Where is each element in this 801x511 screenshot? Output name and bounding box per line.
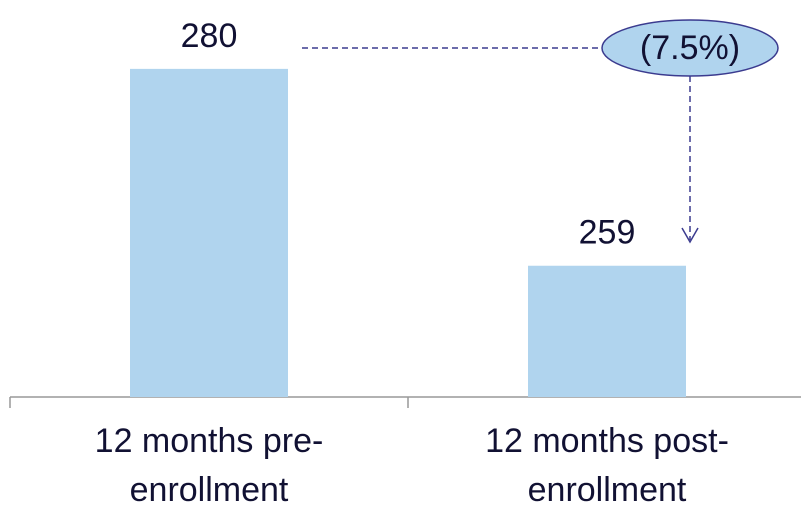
bar [130, 68, 288, 397]
x-tick-label: enrollment [130, 471, 289, 509]
x-tick-label: 12 months pre- [95, 422, 324, 460]
arrow-head [681, 227, 699, 244]
bar [528, 265, 686, 397]
x-tick-label: 12 months post- [485, 422, 729, 460]
value-label: 280 [181, 17, 238, 55]
annotation: (7.5%) [640, 29, 740, 67]
x-tick-label: enrollment [528, 471, 687, 509]
annotation-bubble [601, 19, 779, 77]
value-label: 259 [579, 214, 636, 252]
